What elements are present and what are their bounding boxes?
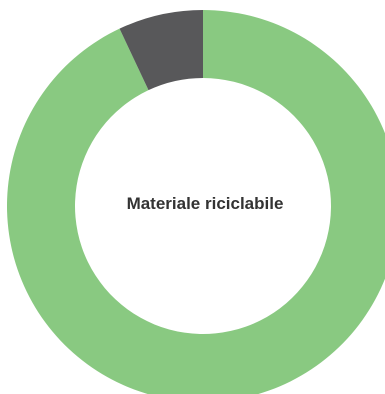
donut-slice-1 xyxy=(119,10,203,91)
donut-slice-0 xyxy=(7,10,385,394)
center-label: Materiale riciclabile xyxy=(126,194,284,213)
